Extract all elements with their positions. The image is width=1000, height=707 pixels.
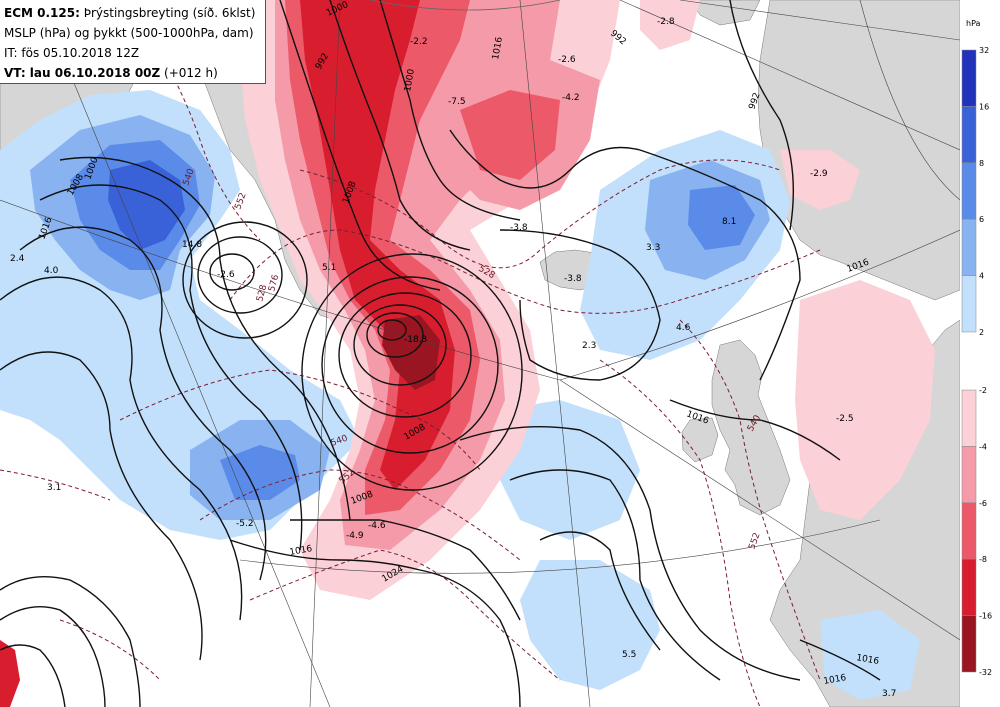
thickness-label: 528 [255,283,269,302]
legend-negative-tick-label: -6 [979,499,987,508]
land-britain [711,339,791,516]
pressure-rise-areas [0,90,920,700]
value-label: 4.0 [44,266,59,276]
value-labels: -2.8 -2.6 -2.2 -4.2 -7.5 -2.9 -3.8 3.3 8… [10,17,896,699]
color-legend: hPa 32 16 8 6 4 2 -2 -4 -6 -8 -16 -32 [960,0,1000,707]
value-label: 14.8 [182,240,202,250]
legend-negative-tick-label: -16 [979,612,992,621]
fall-area-scandinavia [795,280,935,520]
isobar-label: 1016 [855,653,880,667]
legend-negative-tick-label: -32 [979,668,992,677]
legend-positive-tick-label: 2 [979,328,984,337]
legend-negative-ticks: -2 -4 -6 -8 -16 -32 [979,386,992,677]
legend-negative-swatch [961,502,977,560]
isobar-label: 1016 [823,673,848,687]
forecast-hour: (+012 h) [160,66,218,80]
value-label: 3.3 [646,243,660,253]
legend-positive-tick-label: 6 [979,215,984,224]
fall-area-north-norway [780,150,860,210]
value-label: -4.2 [562,93,580,103]
rise-area-south-west-core [220,445,300,500]
legend-positive-tick-label: 4 [979,272,984,281]
legend-positive-swatch [961,49,977,107]
legend-negative-swatch [961,558,977,616]
land-ireland [681,417,719,463]
isobar-label: 1016 [289,544,314,558]
parameter-name: Þrýstingsbreyting (síð. 6klst) [79,6,256,20]
value-label: -2.9 [810,169,828,179]
value-label: -3.8 [510,223,528,233]
map-info-box: ECM 0.125: Þrýstingsbreyting (síð. 6klst… [0,0,266,84]
value-label: 3.7 [882,689,896,699]
value-label: -7.5 [448,97,466,107]
value-label: -4.9 [346,531,364,541]
value-label: 5.5 [622,650,636,660]
graticule [0,0,960,707]
map-canvas: -2.8 -2.6 -2.2 -4.2 -7.5 -2.9 -3.8 3.3 8… [0,0,960,707]
value-label: -18.3 [404,335,427,345]
info-line-3: IT: fös 05.10.2018 12Z [4,46,140,60]
weather-map: -2.8 -2.6 -2.2 -4.2 -7.5 -2.9 -3.8 3.3 8… [0,0,960,707]
info-line-1: ECM 0.125: Þrýstingsbreyting (síð. 6klst… [4,3,265,23]
value-label: 5.1 [322,263,336,273]
legend-negative-tick-label: -2 [979,386,987,395]
land-scandinavia [757,0,960,301]
value-label: 4.6 [676,323,691,333]
thickness-label: 576 [267,273,281,292]
rise-area-south [520,560,660,690]
isobar-label: 1000 [403,68,417,93]
legend-negative-swatch [961,389,977,447]
value-label: 8.1 [722,217,736,227]
legend-negative-bar [961,389,977,673]
value-label: -2.2 [410,37,428,47]
value-label: -2.5 [836,414,854,424]
thickness-contours [0,0,821,707]
valid-time: VT: lau 06.10.2018 00Z [4,66,161,80]
rise-area-labrador-max [108,160,185,250]
pole-arc [369,0,561,11]
isobar-label: 1016 [491,36,505,61]
rise-area-se [820,610,920,700]
legend-positive-bar [961,49,977,333]
legend-negative-tick-label: -8 [979,555,987,564]
info-line-4: VT: lau 06.10.2018 00Z (+012 h) [4,63,265,83]
value-label: 2.4 [10,254,25,264]
legend-positive-tick-label: 16 [979,102,989,111]
legend-positive-ticks: 32 16 8 6 4 2 [979,46,989,337]
value-label: -3.8 [564,274,582,284]
model-name: ECM 0.125: [4,6,80,20]
info-line-2: MSLP (hPa) og þykkt (500-1000hPa, dam) [4,26,254,40]
legend-negative-tick-label: -4 [979,442,987,451]
value-label: -2.6 [558,55,576,65]
value-label: -5.2 [236,519,254,529]
value-label: 3.1 [47,483,61,493]
isobars [0,0,881,707]
legend-negative-swatch [961,446,977,504]
legend-unit: hPa [966,19,981,28]
legend-positive-swatch [961,275,977,333]
value-label: -2.6 [217,270,235,280]
fall-area-bottom-left [0,640,20,707]
rise-area-norwegian-sea-core [688,185,755,250]
value-label: -2.8 [657,17,675,27]
legend-positive-swatch [961,106,977,164]
value-label: 2.3 [582,341,596,351]
value-label: -4.6 [368,521,386,531]
legend-positive-swatch [961,162,977,220]
pressure-fall-areas [0,0,935,707]
fall-area-top-right [640,0,700,50]
legend-negative-swatch [961,615,977,673]
legend-positive-tick-label: 8 [979,159,984,168]
fall-area-east-greenland-mid [460,90,560,180]
legend-positive-swatch [961,218,977,276]
legend-canvas: hPa 32 16 8 6 4 2 -2 -4 -6 -8 -16 -32 [961,19,992,677]
legend-positive-tick-label: 32 [979,46,989,55]
